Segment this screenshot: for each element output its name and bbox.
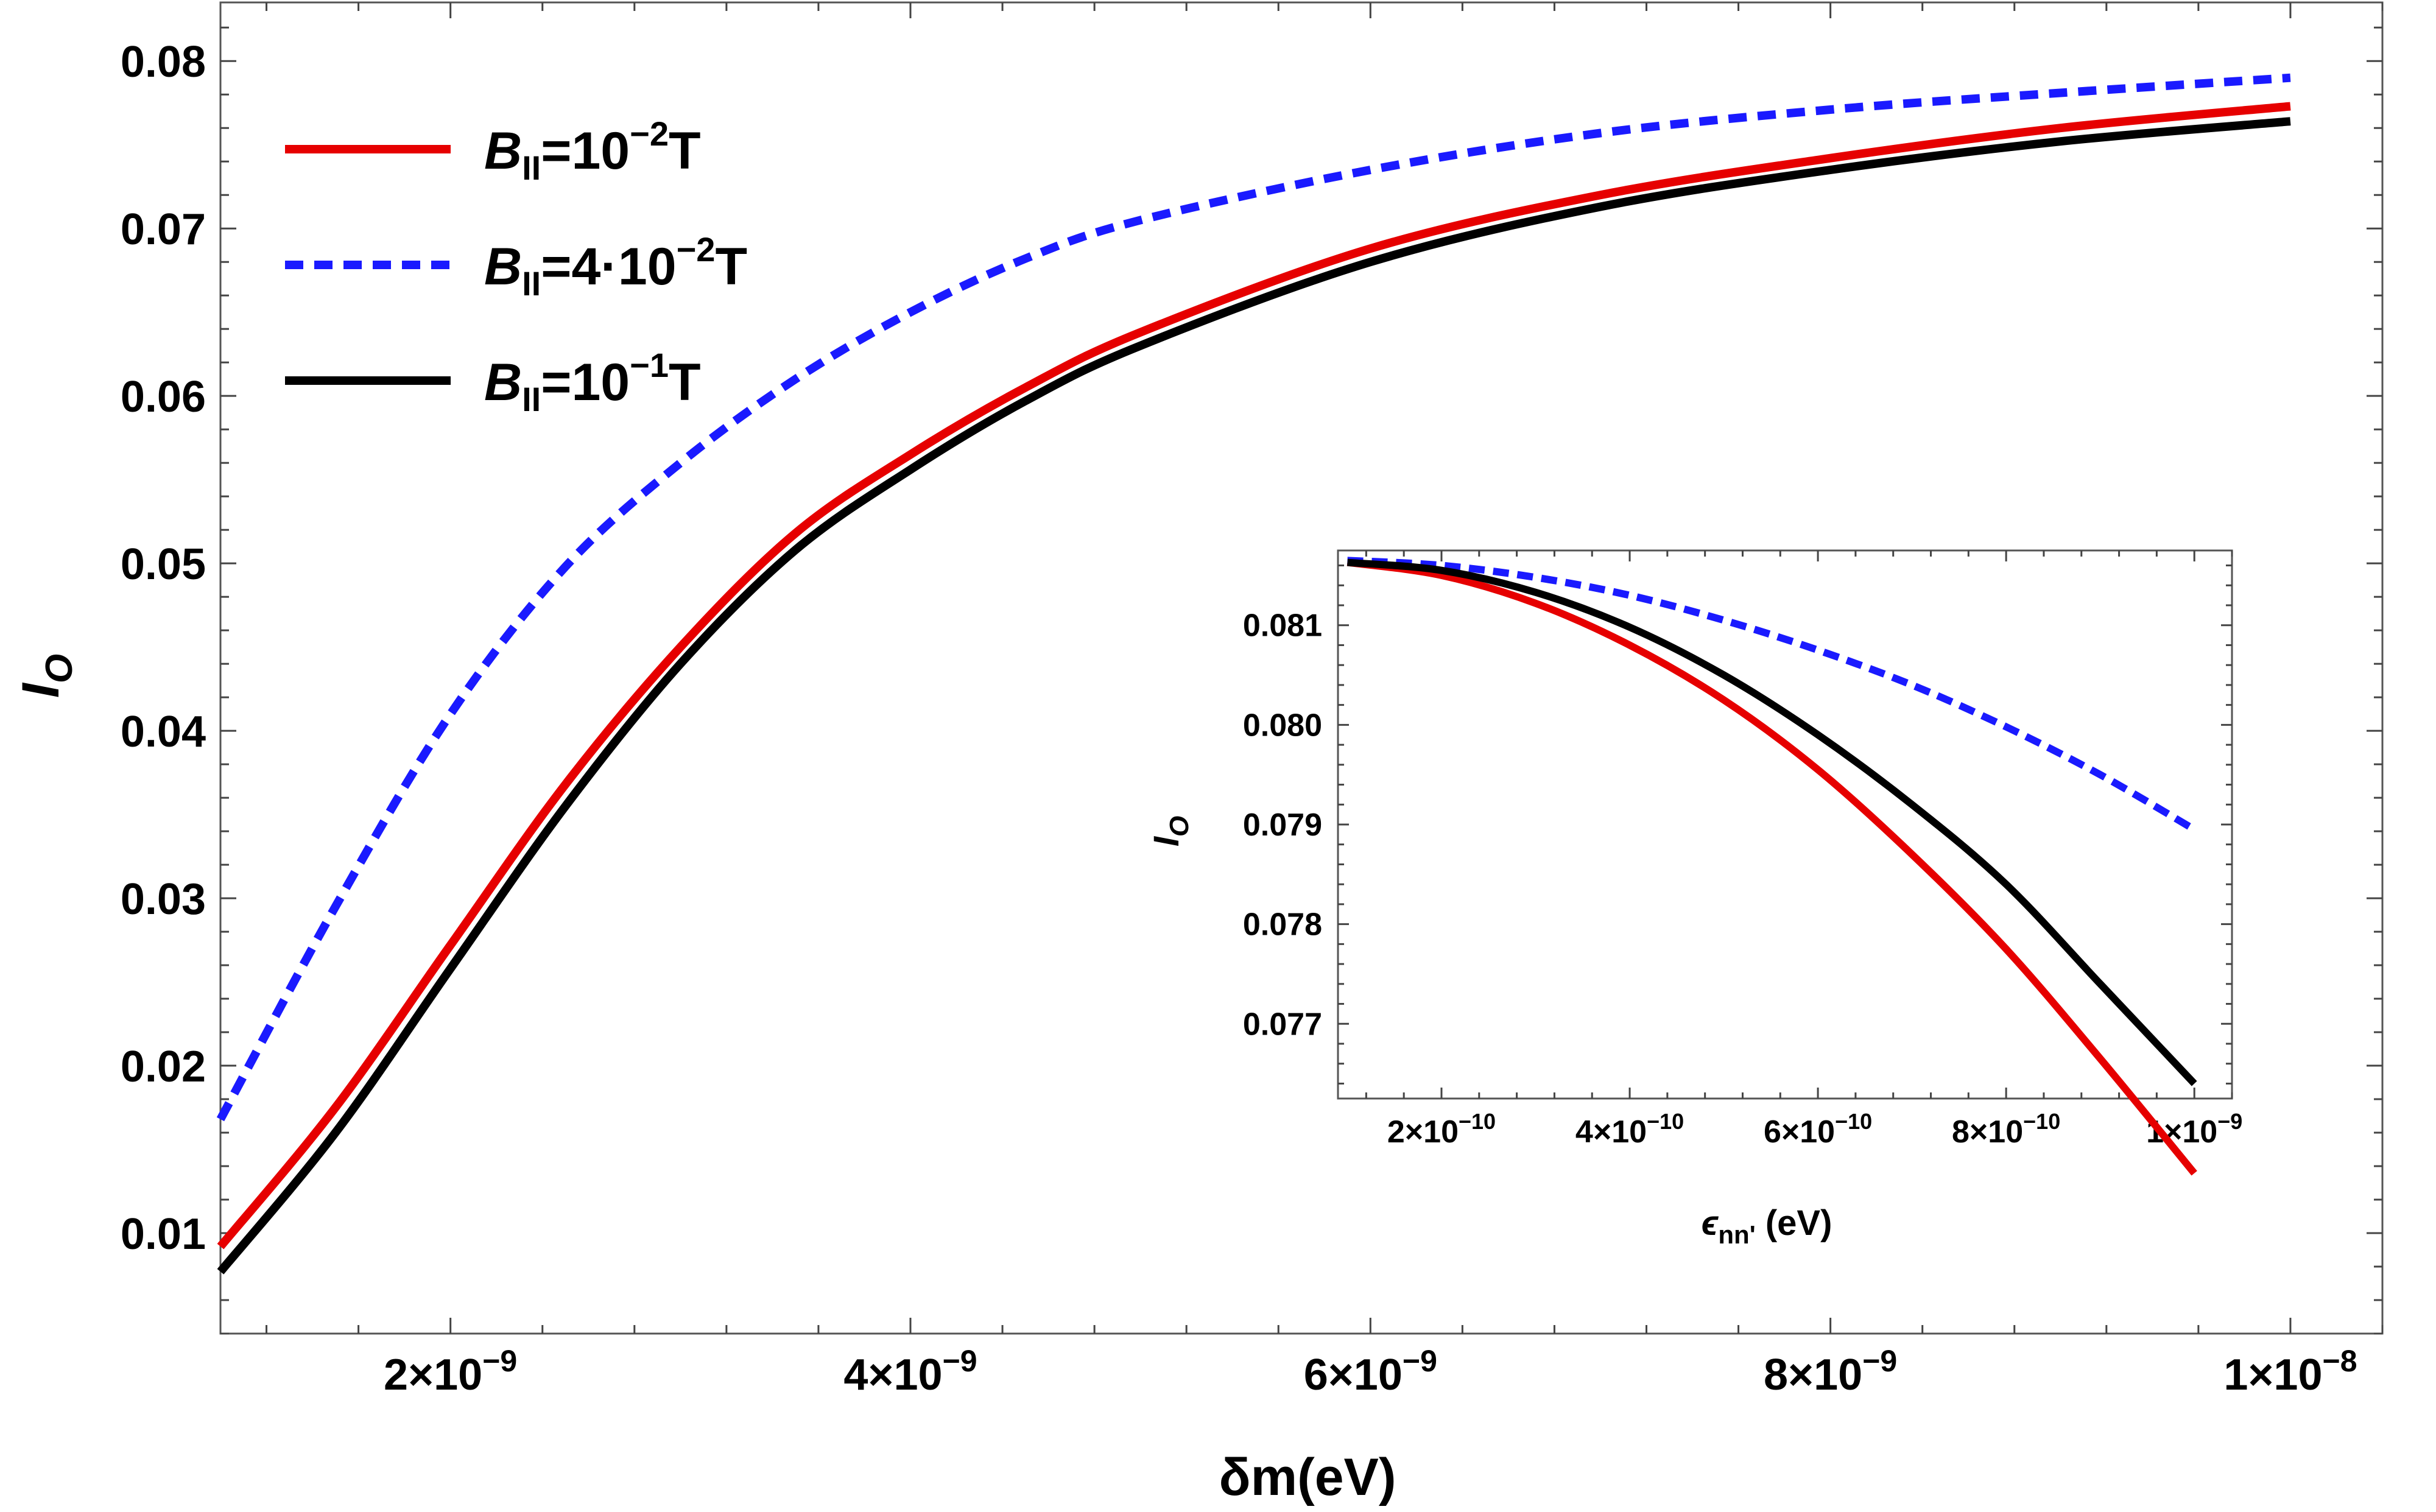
y-tick-label: 0.01 (121, 1210, 206, 1259)
y-tick-label: 0.02 (121, 1043, 206, 1091)
inset-plot: 2×10−10 4×10−10 6×10−10 8×10−10 1×10−90.0770… (1133, 542, 2278, 1261)
x-tick-label: 6×10−9 (1304, 1344, 1437, 1399)
y-tick-label: 0.06 (121, 373, 206, 421)
inset-series-line-3 (1346, 558, 2197, 1086)
y-tick-label: 0.04 (121, 708, 206, 756)
y-tick-label: 0.07 (121, 205, 206, 254)
inset-x-axis-title: ϵnn' (eV) (1702, 1203, 1832, 1249)
inset-y-tick-label: 0.078 (1243, 907, 1322, 943)
inset-x-tick-label: 2×10−10 (1387, 1109, 1496, 1150)
inset-x-tick-label: 4×10−10 (1575, 1109, 1684, 1150)
y-axis-title: IO (12, 654, 80, 698)
x-tick-label: 4×10−9 (843, 1344, 977, 1399)
plot-frame (219, 1, 2384, 1335)
y-tick-label: 0.05 (121, 540, 206, 589)
legend-label-1: BII=10−2T (484, 114, 701, 187)
series-line-2 (216, 73, 2291, 1122)
inset-y-tick-label: 0.077 (1243, 1007, 1322, 1042)
series-line-3 (217, 117, 2291, 1275)
main-plot: 2×10−9 4×10−9 6×10−9 8×10−9 1×10−8 0.01 0.02 0.… (12, 1, 2384, 1507)
series-line-1 (217, 102, 2291, 1250)
inset-x-tick-label: 8×10−10 (1952, 1109, 2060, 1150)
x-axis-title: δm(eV) (1219, 1448, 1396, 1507)
inset-y-tick-label: 0.079 (1243, 807, 1322, 843)
inset-x-tick-label: 6×10−10 (1764, 1109, 1872, 1150)
x-tick-label: 2×10−9 (384, 1344, 517, 1399)
inset-series-line-2 (1347, 557, 2197, 833)
legend-label-3: BII=10−1T (484, 346, 701, 418)
inset-background (1133, 542, 2278, 1261)
inset-y-axis-title: IO (1147, 816, 1194, 846)
legend-label-2: BII=4·10−2T (484, 230, 747, 303)
y-tick-label: 0.03 (121, 875, 206, 924)
x-tick-label: 1×10−8 (2223, 1344, 2357, 1399)
inset-y-tick-label: 0.081 (1243, 608, 1322, 644)
x-tick-label: 8×10−9 (1764, 1344, 1897, 1399)
inset-series-line-1 (1346, 558, 2197, 1176)
y-tick-label: 0.08 (121, 38, 206, 86)
inset-y-tick-label: 0.080 (1243, 708, 1322, 743)
